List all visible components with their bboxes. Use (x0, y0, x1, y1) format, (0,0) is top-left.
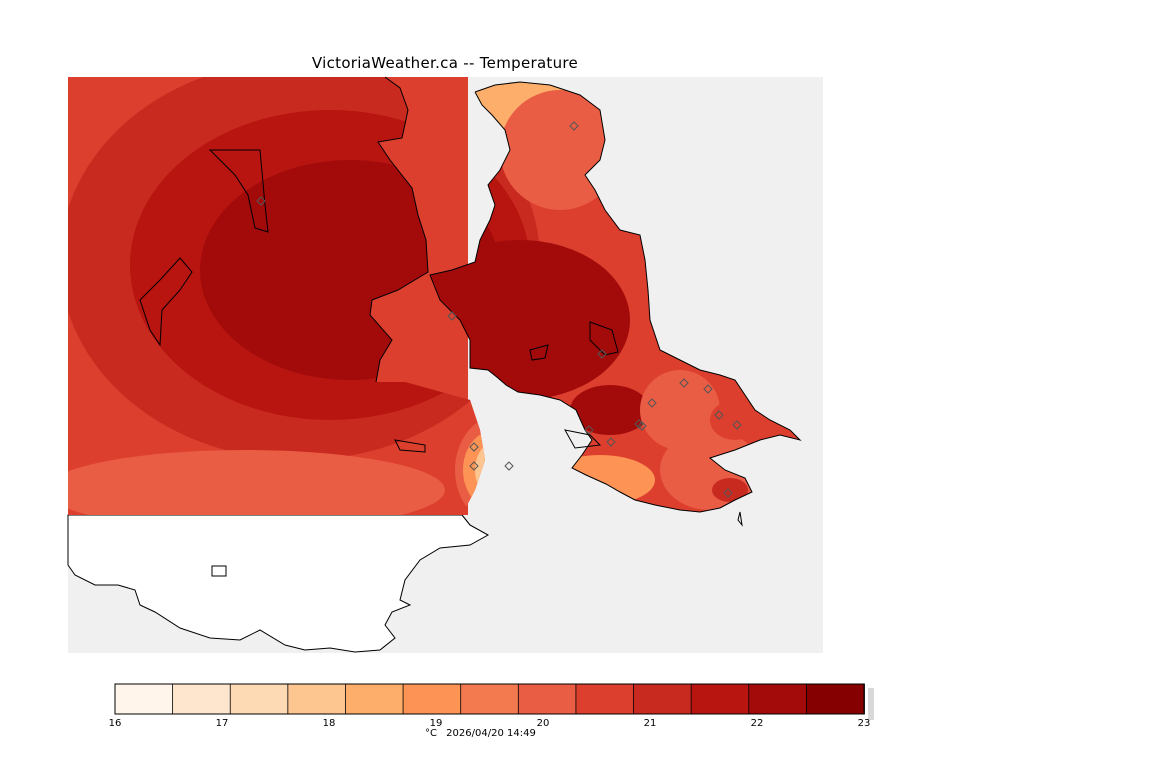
legend-unit-and-time: °C 2026/04/20 14:49 (425, 728, 536, 739)
legend-swatch (748, 683, 808, 715)
legend-tick-label: 17 (216, 718, 229, 729)
legend-swatch (575, 683, 635, 715)
legend-swatch (402, 683, 462, 715)
legend-swatch (114, 683, 174, 715)
legend-swatch (805, 683, 865, 715)
map-title: VictoriaWeather.ca -- Temperature (311, 54, 579, 72)
station-marker (723, 488, 733, 498)
legend-swatch (229, 683, 289, 715)
station-marker (679, 378, 689, 388)
station-marker (606, 437, 616, 447)
station-marker (469, 461, 479, 471)
legend-swatch (690, 683, 750, 715)
legend-tick-label: 23 (858, 718, 871, 729)
station-marker (714, 410, 724, 420)
legend-tick-label: 16 (109, 718, 122, 729)
station-marker (732, 420, 742, 430)
station-marker (504, 461, 514, 471)
legend-tick-label: 21 (644, 718, 657, 729)
timestamp-label: 2026/04/20 14:49 (446, 728, 536, 739)
legend-tick-label: 18 (323, 718, 336, 729)
station-marker (447, 311, 457, 321)
station-marker (647, 398, 657, 408)
station-marker (469, 442, 479, 452)
legend-swatch (633, 683, 693, 715)
legend-swatch (287, 683, 347, 715)
legend-swatch (345, 683, 404, 715)
south-landmass (67, 514, 490, 653)
unit-label: °C (425, 728, 437, 739)
station-marker (703, 384, 713, 394)
station-marker (256, 196, 266, 206)
station-marker (597, 349, 607, 359)
station-marker (584, 425, 594, 435)
legend-tick-label: 19 (430, 718, 443, 729)
legend-tick-label: 22 (751, 718, 764, 729)
south-lakes (211, 565, 227, 577)
legend-swatch (172, 683, 232, 715)
station-markers (256, 121, 742, 498)
legend-tick-label: 20 (537, 718, 550, 729)
station-marker (637, 421, 647, 431)
legend-swatch (517, 683, 577, 715)
station-marker (569, 121, 579, 131)
coastlines (139, 76, 802, 536)
legend-swatch (460, 683, 520, 715)
